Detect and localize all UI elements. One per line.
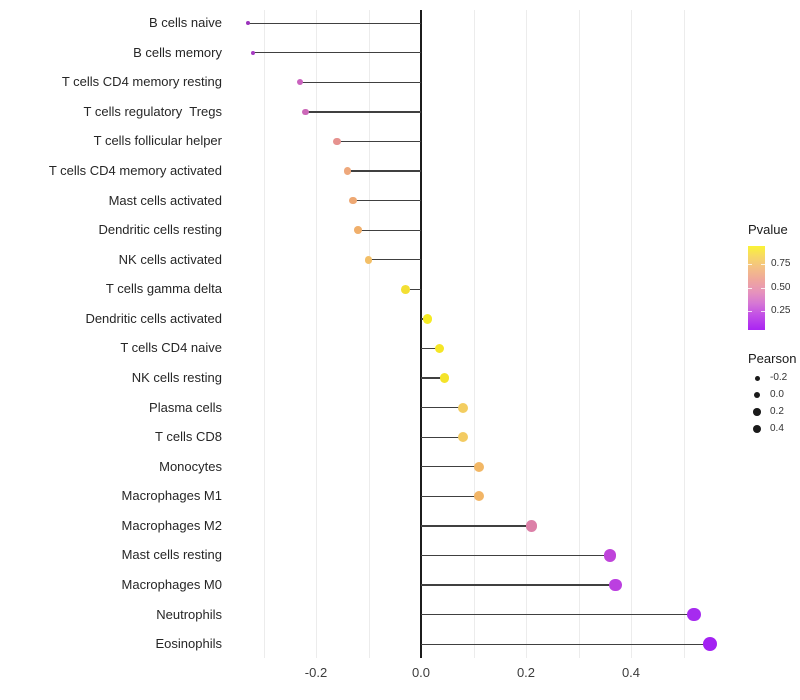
gridline [683,10,685,658]
lollipop-dot [473,491,484,502]
gridline [263,10,265,658]
lollipop-stem [421,554,610,557]
lollipop-dot [297,79,304,86]
y-axis-label: Macrophages M2 [121,517,222,533]
lollipop-stem [421,613,694,616]
x-axis-tick-label: -0.2 [304,665,328,680]
colorbar-tick [748,288,752,289]
y-axis-label: Macrophages M1 [121,488,222,504]
legend-pearson-label: 0.2 [770,406,784,417]
legend-pvalue-title: Pvalue [748,222,788,237]
y-axis-label: B cells naive [149,15,222,31]
lollipop-dot [702,637,717,652]
y-axis-label: Dendritic cells activated [85,310,222,326]
legend-pearson-label: -0.2 [770,372,788,383]
lollipop-dot [687,607,701,622]
lollipop-dot [250,50,256,55]
legend-pearson-dot [752,424,762,434]
lollipop-dot [439,373,450,383]
lollipop-stem [421,347,440,350]
colorbar-tick-label: 0.75 [771,257,791,269]
lollipop-stem [352,199,421,202]
colorbar-tick [748,263,752,265]
lollipop-stem [253,52,421,54]
x-axis-tick-label: 0.0 [411,665,431,680]
lollipop-dot [457,402,468,413]
lollipop-stem [421,584,616,586]
y-axis-label: T cells CD4 memory activated [48,163,222,179]
y-axis-label: Plasma cells [149,399,222,415]
lollipop-dot [343,167,352,175]
lollipop-dot [364,255,373,264]
lollipop-stem [405,288,421,290]
y-axis-label: Monocytes [159,458,222,474]
zero-axis-line [420,10,422,658]
lollipop-stem [368,259,421,261]
y-axis-label: Eosinophils [155,636,223,652]
lollipop-stem [337,140,421,143]
lollipop-dot [457,432,468,443]
gridline [526,10,527,658]
y-axis-label: Mast cells activated [108,192,222,208]
lollipop-stem [421,466,479,468]
lollipop-stem [300,81,421,83]
lollipop-dot [423,314,433,324]
legend-pearson-dot [753,391,761,399]
gridline [473,10,475,658]
y-axis-label: T cells CD4 memory resting [61,74,222,90]
colorbar-tick [761,263,765,265]
lollipop-dot [400,284,410,294]
lollipop-dot [434,343,445,354]
y-axis-label: NK cells resting [131,370,222,386]
y-axis-label: B cells memory [133,44,222,60]
y-axis-label: Dendritic cells resting [98,222,222,238]
y-axis-label: Macrophages M0 [121,577,222,593]
y-axis-label: T cells regulatory Tregs [83,103,222,119]
lollipop-stem [421,495,479,497]
lollipop-dot [525,520,537,532]
x-axis-tick-label: 0.2 [516,665,536,680]
colorbar-tick-label: 0.50 [771,282,791,293]
gridline [316,10,317,658]
y-axis-label: T cells follicular helper [93,133,222,149]
lollipop-stem [421,377,445,379]
colorbar-tick-label: 0.25 [771,305,791,317]
x-axis-tick-label: 0.4 [621,665,641,680]
lollipop-stem [421,436,463,438]
gridline [578,10,580,658]
colorbar-tick [761,311,765,313]
lollipop-stem [247,22,421,24]
y-axis-label: T cells CD8 [155,429,222,445]
legend-pearson-title: Pearson [748,351,797,366]
lollipop-stem [421,525,532,527]
legend-pearson-label: 0.4 [770,423,784,434]
lollipop-stem [358,229,421,231]
y-axis-label: Mast cells resting [121,547,222,563]
lollipop-dot [473,461,484,472]
lollipop-stem [305,111,421,113]
lollipop-dot [333,137,341,146]
legend-pearson-dot [754,375,760,381]
y-axis-label: NK cells activated [118,251,222,267]
gridline [631,10,632,658]
y-axis-label: T cells CD4 naive [120,340,222,356]
gridline [368,10,370,658]
lollipop-dot [608,578,622,592]
y-axis-label: Neutrophils [156,606,222,622]
lollipop-stem [347,170,421,172]
lollipop-dot [354,226,362,235]
lollipop-stem [421,643,710,645]
y-axis-label: T cells gamma delta [105,281,222,297]
pvalue-colorbar [748,246,765,330]
legend-pearson-label: 0.0 [770,389,784,400]
lollipop-dot [302,108,309,116]
lollipop-dot [348,196,357,205]
legend-pearson-dot [753,408,761,416]
colorbar-tick [748,311,752,313]
lollipop-dot [245,21,250,26]
lollipop-dot [603,549,617,562]
lollipop-stem [421,406,463,409]
colorbar-tick [761,288,765,289]
